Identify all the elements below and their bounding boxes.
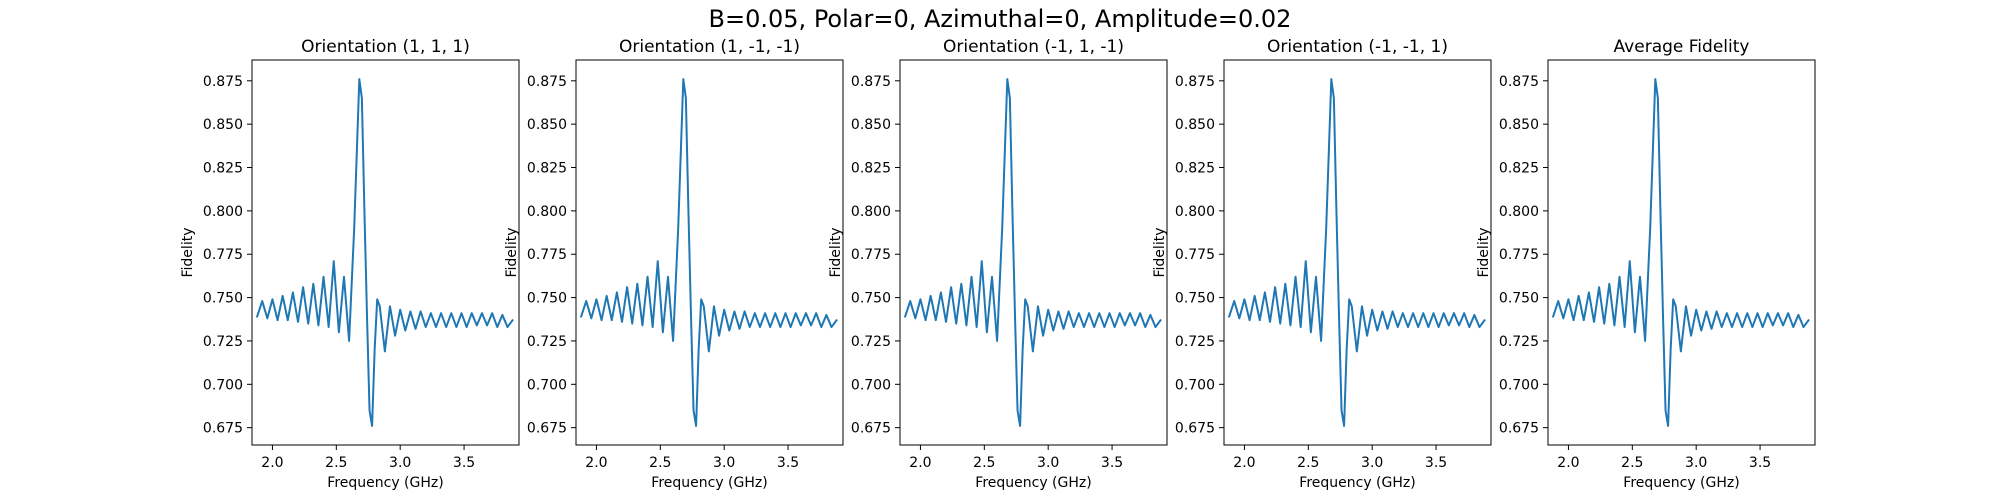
x-axis-label: Frequency (GHz) (327, 475, 443, 491)
x-tick-label: 3.5 (1101, 455, 1123, 471)
series-line-1 (256, 78, 514, 427)
subplot-2: Orientation (1, -1, -1) 2.0 2.5 3.0 3.5 0.675… (504, 37, 844, 491)
y-axis-label: Fidelity (1476, 228, 1492, 278)
y-tick-label: 0.700 (851, 377, 891, 393)
y-tick-label: 0.725 (1499, 334, 1539, 350)
y-tick-label: 0.725 (851, 334, 891, 350)
subplot-4: Orientation (-1, -1, 1) 2.0 2.5 3.0 3.5 0.675… (1152, 37, 1492, 491)
y-tick-label: 0.725 (203, 334, 243, 350)
y-tick-label: 0.750 (1175, 291, 1215, 307)
y-tick-label: 0.675 (851, 421, 891, 437)
plot-frame (899, 59, 1168, 446)
y-tick-label: 0.700 (527, 377, 567, 393)
y-tick-label: 0.875 (1175, 74, 1215, 90)
y-axis-label: Fidelity (180, 228, 196, 278)
y-tick-label: 0.750 (527, 291, 567, 307)
y-tick-label: 0.850 (203, 117, 243, 133)
subplot-title: Orientation (-1, -1, 1) (1267, 37, 1448, 57)
subplot-title: Orientation (1, 1, 1) (301, 37, 470, 57)
x-tick-label: 3.5 (1425, 455, 1447, 471)
subplot-title: Average Fidelity (1614, 37, 1750, 57)
y-tick-label: 0.825 (1175, 161, 1215, 177)
y-tick-label: 0.775 (1499, 247, 1539, 263)
x-tick-label: 3.5 (453, 455, 475, 471)
y-tick-label: 0.875 (203, 74, 243, 90)
y-axis-label: Fidelity (504, 228, 520, 278)
y-tick-label: 0.850 (527, 117, 567, 133)
y-tick-label: 0.825 (1499, 161, 1539, 177)
x-tick-label: 3.0 (1361, 455, 1383, 471)
y-tick-label: 0.875 (1499, 74, 1539, 90)
x-tick-label: 2.0 (909, 455, 931, 471)
y-tick-label: 0.725 (1175, 334, 1215, 350)
series-line-1 (580, 78, 838, 427)
y-tick-label: 0.700 (203, 377, 243, 393)
x-axis-label: Frequency (GHz) (1299, 475, 1415, 491)
y-tick-label: 0.775 (851, 247, 891, 263)
y-tick-label: 0.825 (851, 161, 891, 177)
x-tick-label: 3.0 (389, 455, 411, 471)
subplot-title: Orientation (-1, 1, -1) (943, 37, 1124, 57)
x-axis-label: Frequency (GHz) (651, 475, 767, 491)
subplot-title: Orientation (1, -1, -1) (619, 37, 800, 57)
y-tick-label: 0.800 (1499, 204, 1539, 220)
plot-frame (1223, 59, 1492, 446)
y-tick-label: 0.800 (1175, 204, 1215, 220)
x-tick-label: 2.5 (1621, 455, 1643, 471)
x-tick-label: 2.5 (1297, 455, 1319, 471)
y-tick-label: 0.750 (203, 291, 243, 307)
x-tick-label: 2.0 (1233, 455, 1255, 471)
plot-frame (1547, 59, 1816, 446)
y-tick-label: 0.725 (527, 334, 567, 350)
series-line-1 (904, 78, 1162, 427)
y-tick-label: 0.775 (1175, 247, 1215, 263)
x-tick-label: 3.0 (1037, 455, 1059, 471)
y-axis-label: Fidelity (1152, 228, 1168, 278)
y-tick-label: 0.800 (527, 204, 567, 220)
subplot-5: Average Fidelity 2.0 2.5 3.0 3.5 0.675 0.700 0.… (1476, 37, 1816, 491)
plot-frame (251, 59, 520, 446)
x-tick-label: 2.5 (973, 455, 995, 471)
y-tick-label: 0.800 (203, 204, 243, 220)
y-tick-label: 0.775 (203, 247, 243, 263)
y-tick-label: 0.825 (527, 161, 567, 177)
y-axis-label: Fidelity (828, 228, 844, 278)
x-axis-label: Frequency (GHz) (975, 475, 1091, 491)
x-tick-label: 2.5 (649, 455, 671, 471)
subplot-1: Orientation (1, 1, 1) 2.0 2.5 3.0 3.5 0.675 0.… (180, 37, 520, 491)
x-tick-label: 3.5 (1749, 455, 1771, 471)
x-axis-label: Frequency (GHz) (1623, 475, 1739, 491)
y-tick-label: 0.700 (1175, 377, 1215, 393)
series-line-1 (1228, 78, 1486, 427)
y-tick-label: 0.750 (851, 291, 891, 307)
x-tick-label: 3.5 (777, 455, 799, 471)
y-tick-label: 0.675 (1499, 421, 1539, 437)
y-tick-label: 0.775 (527, 247, 567, 263)
y-tick-label: 0.800 (851, 204, 891, 220)
x-tick-label: 2.0 (261, 455, 283, 471)
y-tick-label: 0.850 (851, 117, 891, 133)
subplot-grid: Orientation (1, 1, 1) 2.0 2.5 3.0 3.5 0.675 0.… (180, 37, 1816, 491)
y-tick-label: 0.875 (527, 74, 567, 90)
series-line-1 (1552, 78, 1810, 427)
y-tick-label: 0.675 (203, 421, 243, 437)
x-tick-label: 2.5 (325, 455, 347, 471)
figure-suptitle: B=0.05, Polar=0, Azimuthal=0, Amplitude=… (709, 5, 1292, 33)
y-tick-label: 0.750 (1499, 291, 1539, 307)
y-tick-label: 0.825 (203, 161, 243, 177)
x-tick-label: 2.0 (1557, 455, 1579, 471)
y-tick-label: 0.675 (527, 421, 567, 437)
x-tick-label: 2.0 (585, 455, 607, 471)
y-tick-label: 0.850 (1499, 117, 1539, 133)
x-tick-label: 3.0 (713, 455, 735, 471)
y-tick-label: 0.850 (1175, 117, 1215, 133)
y-tick-label: 0.675 (1175, 421, 1215, 437)
subplot-3: Orientation (-1, 1, -1) 2.0 2.5 3.0 3.5 0.675… (828, 37, 1168, 491)
y-tick-label: 0.875 (851, 74, 891, 90)
y-tick-label: 0.700 (1499, 377, 1539, 393)
x-tick-label: 3.0 (1685, 455, 1707, 471)
plot-frame (575, 59, 844, 446)
